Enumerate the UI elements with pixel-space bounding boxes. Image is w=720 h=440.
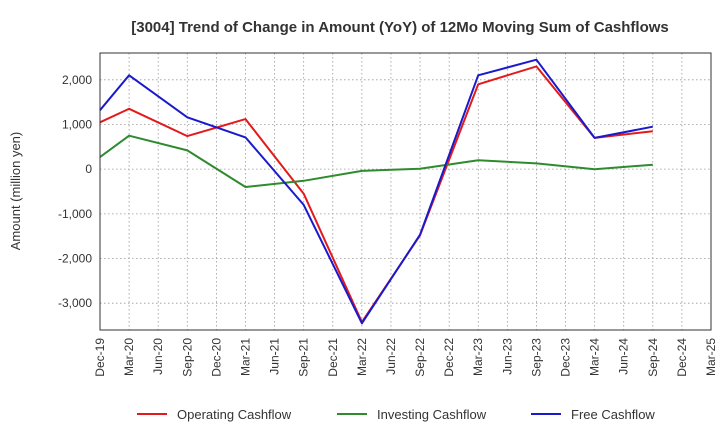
operating-cashflow-legend-label: Operating Cashflow xyxy=(177,407,292,422)
x-tick-label: Dec-22 xyxy=(442,338,456,377)
x-tick-label: Jun-23 xyxy=(500,338,514,375)
x-tick-label: Jun-20 xyxy=(151,338,165,375)
x-tick-label: Mar-24 xyxy=(588,338,602,376)
x-tick-label: Dec-21 xyxy=(326,338,340,377)
free-cashflow-line xyxy=(99,58,653,325)
x-tick-label: Sep-22 xyxy=(413,338,427,377)
x-tick-label: Mar-25 xyxy=(704,338,718,376)
y-tick-label: 0 xyxy=(85,162,92,176)
x-tick-label: Mar-21 xyxy=(238,338,252,376)
x-tick-label: Sep-21 xyxy=(297,338,311,377)
y-tick-label: -2,000 xyxy=(58,252,92,266)
x-tick-label: Dec-23 xyxy=(559,338,573,377)
x-tick-label: Sep-20 xyxy=(180,338,194,377)
x-tick-label: Jun-21 xyxy=(268,338,282,375)
x-tick-label: Sep-23 xyxy=(529,338,543,377)
x-tick-label: Mar-23 xyxy=(471,338,485,376)
y-tick-labels: 2,000 1,000 0 -1,000 -2,000 -3,000 xyxy=(58,73,92,310)
x-tick-label: Dec-20 xyxy=(209,338,223,377)
y-tick-label: 1,000 xyxy=(62,117,92,131)
y-tick-label: 2,000 xyxy=(62,73,92,87)
x-tick-label: Jun-22 xyxy=(384,338,398,375)
investing-cashflow-legend-label: Investing Cashflow xyxy=(377,407,487,422)
x-tick-label: Dec-19 xyxy=(93,338,107,377)
x-tick-label: Sep-24 xyxy=(646,338,660,377)
chart-title: [3004] Trend of Change in Amount (YoY) o… xyxy=(131,19,669,36)
free-cashflow-legend-label: Free Cashflow xyxy=(571,407,655,422)
y-axis-label: Amount (million yen) xyxy=(8,132,23,251)
x-tick-label: Mar-22 xyxy=(355,338,369,376)
x-tick-label: Jun-24 xyxy=(617,338,631,375)
x-tick-labels: Dec-19 Mar-20 Jun-20 Sep-20 Dec-20 Mar-21 Jun-… xyxy=(93,338,718,377)
plot-area-frame xyxy=(99,52,712,331)
investing-cashflow-line xyxy=(99,134,653,188)
x-tick-label: Dec-24 xyxy=(675,338,689,377)
y-tick-label: -3,000 xyxy=(58,296,92,310)
series-lines xyxy=(99,58,653,325)
x-tick-label: Mar-20 xyxy=(122,338,136,376)
legend: Operating Cashflow Investing Cashflow Free… xyxy=(137,407,655,422)
grid-lines xyxy=(100,53,711,330)
y-tick-label: -1,000 xyxy=(58,207,92,221)
